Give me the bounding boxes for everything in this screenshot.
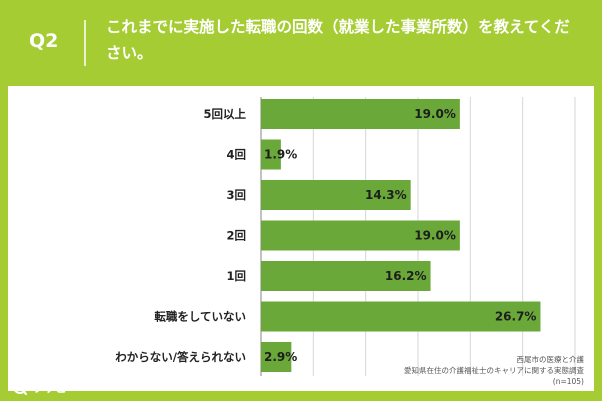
brand-logo-text: リサピー (31, 380, 80, 395)
question-title: これまでに実施した転職の回数（就業した事業所数）を教えてください。 (106, 18, 570, 62)
value-label: 19.0% (414, 107, 456, 121)
value-label: 1.9% (264, 148, 297, 162)
bar-1 (261, 139, 281, 170)
question-number: Q2 (29, 30, 59, 52)
header-divider (84, 20, 86, 66)
category-label: 転職をしていない (154, 310, 246, 324)
value-label: 26.7% (495, 310, 537, 324)
value-label: 14.3% (365, 188, 407, 202)
bar-layer (261, 99, 541, 372)
bar-0 (261, 99, 460, 129)
bar-6 (261, 342, 292, 372)
category-label: 2回 (226, 229, 246, 243)
category-label: 1回 (226, 269, 246, 283)
source-line-2: 愛知県在住の介護福祉士のキャリアに関する実態調査 (404, 366, 584, 375)
category-label: 5回以上 (203, 107, 246, 121)
value-label: 16.2% (385, 269, 427, 283)
category-label: わからない/答えられない (115, 350, 246, 364)
header: Q2 これまでに実施した転職の回数（就業した事業所数）を教えてください。 (0, 0, 602, 84)
label-layer: 5回以上 19.0% 4回 1.9% 3回 14.3% 2回 19.0% 1回 16.2% 転職をし… (115, 107, 536, 364)
source-line-3: (n=105) (552, 377, 584, 386)
bar-3 (261, 220, 460, 251)
value-label: 2.9% (264, 350, 297, 364)
bar-5 (261, 301, 541, 332)
category-label: 3回 (226, 188, 246, 202)
value-label: 19.0% (414, 229, 456, 243)
brand-logo: リサピー (12, 378, 79, 396)
category-label: 4回 (226, 148, 246, 162)
source-line-1: 西尾市の医療と介護 (516, 355, 585, 364)
speech-bubble-icon (13, 380, 27, 395)
source-note: 西尾市の医療と介護 愛知県在住の介護福祉士のキャリアに関する実態調査 (n=10… (404, 354, 584, 387)
bar-2 (261, 180, 411, 210)
bar-4 (261, 261, 431, 291)
